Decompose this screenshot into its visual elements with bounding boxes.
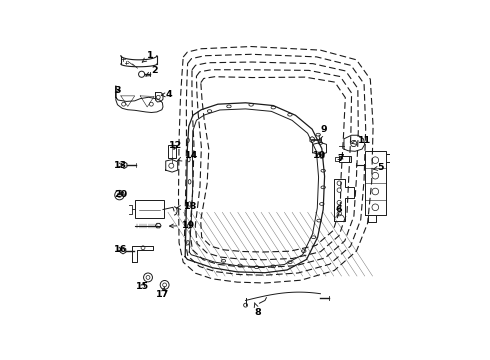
Text: 6: 6 [336,205,343,214]
Text: 5: 5 [373,163,384,172]
Text: 9: 9 [319,125,327,139]
Text: 7: 7 [337,154,343,163]
Text: 4: 4 [161,90,172,99]
Text: 15: 15 [136,282,149,291]
Text: 18: 18 [177,202,197,211]
Text: 10: 10 [313,151,325,160]
Text: 2: 2 [146,66,158,76]
Text: 19: 19 [170,221,196,230]
Text: 1: 1 [142,51,154,62]
Text: 17: 17 [156,287,170,298]
Text: 20: 20 [114,190,127,199]
Text: 3: 3 [114,86,121,95]
Text: 13: 13 [114,161,127,170]
Text: 11: 11 [352,136,371,145]
Text: 16: 16 [114,245,127,254]
Text: 12: 12 [169,141,182,150]
Text: 8: 8 [254,303,262,317]
Text: 14: 14 [177,151,198,161]
